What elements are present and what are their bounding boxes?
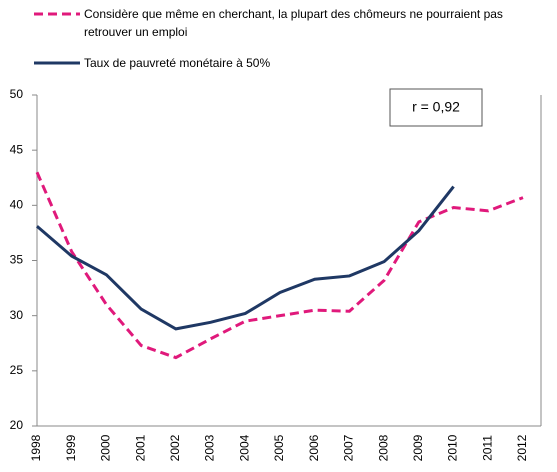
x-tick-label: 2011 <box>480 435 494 461</box>
x-tick-label: 2007 <box>342 434 356 461</box>
x-tick-label: 2000 <box>99 434 113 461</box>
legend-label: Taux de pauvreté monétaire à 50% <box>84 56 271 70</box>
x-tick-label: 2005 <box>272 434 286 461</box>
x-tick-label: 1999 <box>64 434 78 461</box>
x-tick-label: 2012 <box>515 434 529 461</box>
annotation: r = 0,92 <box>412 99 460 115</box>
y-tick-label: 20 <box>10 418 24 432</box>
legend-label: Considère que même en cherchant, la plup… <box>84 7 503 39</box>
series-line <box>36 185 455 331</box>
x-tick-label: 1998 <box>29 434 43 461</box>
x-tick-label: 2001 <box>133 434 147 461</box>
x-tick-label: 2006 <box>307 434 321 461</box>
x-tick-label: 2008 <box>376 434 390 461</box>
x-tick-label: 2010 <box>446 434 460 461</box>
y-tick-label: 25 <box>10 363 24 377</box>
series-line <box>35 171 524 360</box>
y-tick-label: 35 <box>10 253 24 267</box>
annotation-box <box>389 88 483 127</box>
x-tick-label: 2004 <box>237 434 251 461</box>
y-tick-label: 40 <box>10 198 24 212</box>
y-tick-label: 50 <box>10 87 24 101</box>
x-tick-label: 2003 <box>203 434 217 461</box>
x-tick-label: 2002 <box>168 434 182 461</box>
y-tick-label: 45 <box>10 142 24 156</box>
y-tick-label: 30 <box>10 308 24 322</box>
x-tick-label: 2009 <box>411 434 425 461</box>
